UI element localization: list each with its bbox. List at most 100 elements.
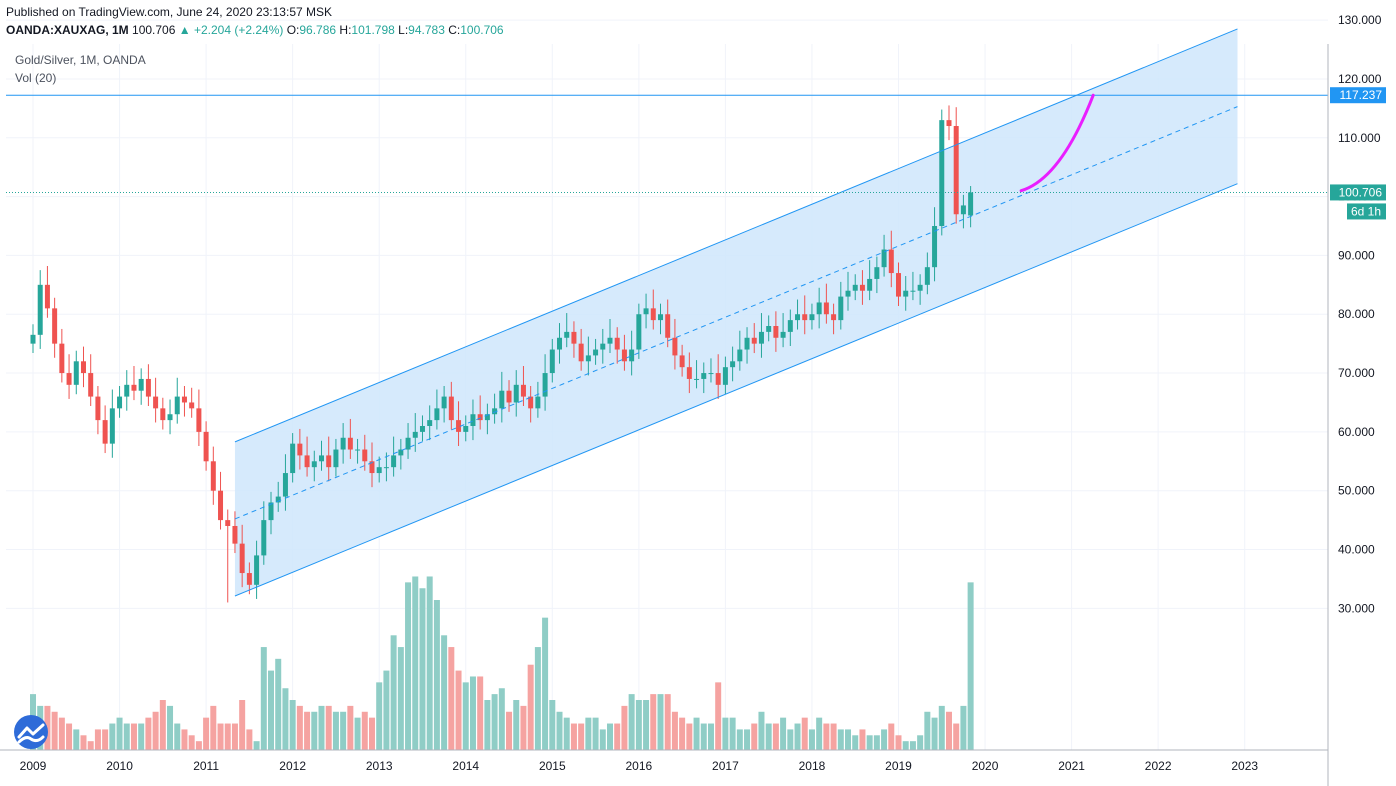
y-tick-label: 110.000 — [1338, 131, 1381, 145]
volume-bar — [722, 717, 729, 750]
y-tick-label: 70.000 — [1338, 366, 1375, 380]
x-tick-label: 2014 — [452, 759, 479, 773]
candle-body — [953, 126, 959, 215]
candle-body — [852, 284, 858, 291]
candle-body — [484, 414, 490, 421]
candle-body — [939, 120, 945, 227]
candle-body — [239, 543, 245, 574]
volume-bar — [657, 694, 664, 750]
x-tick-label: 2018 — [799, 759, 826, 773]
x-tick-label: 2022 — [1145, 759, 1172, 773]
price-change: ▲ +2.204 (+2.24%) — [178, 23, 284, 37]
volume-bar — [578, 723, 585, 750]
candle-body — [766, 326, 772, 332]
volume-bar — [520, 705, 527, 750]
volume-bar — [462, 682, 469, 750]
volume-bar — [772, 723, 779, 750]
candle-body — [903, 290, 909, 297]
candle-body — [593, 349, 599, 356]
candle-body — [571, 331, 577, 344]
candle-body — [932, 226, 938, 268]
candle-body — [95, 396, 101, 421]
volume-bar — [607, 723, 613, 750]
candle-body — [528, 396, 534, 409]
volume-bar — [542, 617, 549, 750]
tradingview-logo-icon[interactable] — [14, 715, 48, 749]
volume-bar — [231, 723, 238, 750]
candle-body — [441, 396, 447, 409]
candle-body — [715, 373, 721, 385]
volume-bar — [145, 717, 152, 750]
candle-body — [232, 525, 238, 544]
candle-body — [456, 420, 462, 432]
volume-bar — [174, 723, 181, 750]
x-tick-label: 2020 — [972, 759, 999, 773]
low-label: L: — [398, 23, 409, 37]
volume-bar — [592, 717, 599, 750]
volume-bar — [780, 717, 787, 750]
candle-body — [802, 314, 808, 321]
volume-bar — [614, 723, 621, 750]
candle-body — [701, 373, 707, 379]
projection-curve — [1019, 93, 1095, 193]
candle-body — [160, 408, 166, 421]
candle-body — [304, 455, 310, 468]
volume-bar — [693, 717, 700, 750]
volume-bar — [51, 711, 58, 750]
volume-bar — [628, 694, 635, 750]
volume-bar — [801, 717, 808, 750]
candle-body — [499, 390, 505, 409]
candle-body — [492, 408, 498, 415]
candle-body — [557, 337, 563, 350]
volume-legend[interactable]: Vol (20) — [15, 71, 57, 85]
low-value: 94.783 — [408, 23, 445, 37]
candle-body — [823, 302, 829, 315]
volume-bar — [938, 705, 945, 750]
candle-body — [210, 461, 216, 491]
volume-bar — [794, 723, 801, 750]
candle-body — [326, 455, 332, 468]
candle-body — [859, 284, 865, 291]
volume-bar — [210, 705, 217, 750]
high-label: H: — [339, 23, 352, 37]
volume-bar — [953, 723, 960, 750]
volume-bar — [152, 711, 159, 750]
candle-body — [391, 455, 397, 468]
volume-bar — [808, 729, 815, 750]
volume-bar — [585, 717, 592, 750]
volume-bar — [441, 635, 448, 750]
symbol-label[interactable]: OANDA:XAUXAG, 1M — [6, 23, 129, 37]
volume-bar — [534, 647, 541, 750]
countdown-label-bg — [1347, 203, 1386, 220]
candle-body — [657, 314, 663, 321]
candle-body — [80, 361, 86, 374]
candle-body — [44, 284, 50, 309]
candle-body — [614, 337, 620, 350]
x-tick-label: 2012 — [279, 759, 306, 773]
volume-bar — [383, 670, 390, 750]
candle-body — [924, 267, 930, 285]
volume-bar — [837, 729, 844, 750]
candle-body — [131, 384, 137, 391]
volume-bar — [751, 723, 758, 750]
volume-bar — [66, 723, 73, 750]
channel-lower-line — [234, 183, 1238, 597]
candle-body — [578, 343, 584, 362]
volume-bar — [823, 723, 830, 750]
candle-body — [340, 437, 346, 450]
candle-body — [290, 443, 296, 474]
candle-body — [470, 414, 476, 426]
header-bar: Published on TradingView.com, June 24, 2… — [0, 0, 1396, 44]
volume-bar — [881, 729, 888, 750]
candle-body — [513, 384, 519, 403]
candle-body — [196, 408, 202, 432]
candle-body — [218, 490, 224, 521]
chart-title[interactable]: Gold/Silver, 1M, OANDA — [15, 53, 146, 67]
x-tick-label: 2017 — [712, 759, 739, 773]
volume-bar — [448, 647, 455, 750]
volume-bar — [275, 658, 282, 750]
volume-bar — [260, 647, 267, 750]
candle-body — [225, 520, 231, 526]
